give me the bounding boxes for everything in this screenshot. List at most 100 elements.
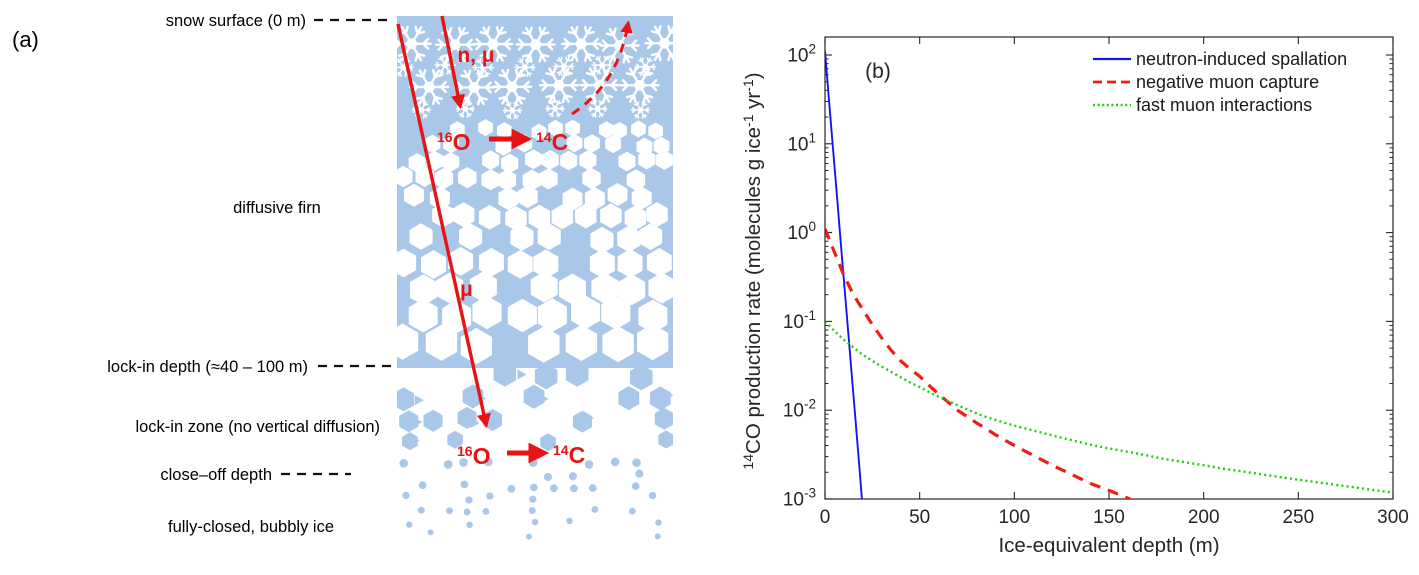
snowflake-branch bbox=[641, 71, 644, 77]
ice-fragment bbox=[410, 435, 420, 446]
snowflake-icon bbox=[502, 101, 523, 120]
snowflake-branch bbox=[527, 72, 533, 75]
hexagon-grain bbox=[618, 151, 636, 172]
air-bubble bbox=[566, 517, 573, 525]
snowflake-branch bbox=[632, 94, 637, 104]
air-bubble bbox=[610, 457, 620, 467]
snowflake-branch bbox=[461, 112, 465, 118]
snowflake-core bbox=[423, 81, 435, 93]
hexagon-grain bbox=[591, 272, 619, 304]
snowflake-core bbox=[659, 37, 670, 49]
snowflake-branch bbox=[540, 53, 550, 58]
snowflake-branch bbox=[397, 60, 401, 63]
snowflake-branch bbox=[594, 58, 600, 61]
hexagon-grain bbox=[442, 152, 460, 172]
snowflake-branch bbox=[647, 71, 653, 74]
air-bubble bbox=[486, 492, 494, 500]
snowflake-branch bbox=[437, 58, 443, 61]
hexagon-grain bbox=[655, 150, 673, 170]
snowflake-branch bbox=[415, 73, 425, 79]
snowflake-branch bbox=[397, 42, 402, 49]
snowflake-icon bbox=[472, 57, 494, 78]
hexagon-grain bbox=[497, 169, 517, 191]
hexagon-grain bbox=[458, 167, 477, 189]
air-bubble bbox=[588, 484, 597, 492]
air-bubble bbox=[402, 491, 410, 500]
lock-in-zone-label: lock-in zone (no vertical diffusion) bbox=[135, 418, 380, 436]
snowflake-branch bbox=[635, 66, 640, 71]
x-tick-label: 300 bbox=[1377, 507, 1409, 528]
snowflake-branch bbox=[435, 64, 440, 69]
hexagon-grain bbox=[626, 169, 646, 191]
hexagon-grain bbox=[617, 225, 641, 253]
snowflake-core bbox=[552, 105, 558, 112]
hexagon-grain bbox=[584, 134, 600, 153]
snowflake-branch bbox=[560, 70, 563, 76]
x-tick-label: 0 bbox=[820, 507, 831, 528]
hexagon-grain bbox=[602, 326, 634, 363]
hexagon-grain bbox=[447, 430, 463, 449]
snowflake-core bbox=[400, 64, 407, 71]
curve-negative-muon-capture bbox=[825, 228, 1134, 499]
snowflake-branch bbox=[585, 52, 595, 57]
snowflake-branch bbox=[612, 54, 617, 64]
hexagon-grain bbox=[624, 205, 647, 231]
snowflake-branch bbox=[556, 59, 562, 62]
snowflake-branch bbox=[433, 95, 443, 101]
air-bubble bbox=[632, 458, 641, 467]
snowflake-branch bbox=[439, 80, 447, 89]
hexagon-grain bbox=[559, 273, 586, 305]
snowflake-icon bbox=[644, 25, 673, 62]
snowflake-branch bbox=[589, 108, 593, 112]
snowflake-branch bbox=[601, 44, 609, 52]
snowflake-icon bbox=[434, 55, 456, 75]
snowflake-core bbox=[406, 38, 418, 50]
air-bubble bbox=[584, 460, 594, 469]
panel-a-tag: (a) bbox=[12, 27, 39, 52]
hexagon-grain bbox=[630, 364, 653, 391]
hexagon-grain bbox=[409, 274, 437, 306]
snowflake-branch bbox=[604, 94, 614, 99]
hexagon-grain bbox=[653, 136, 670, 156]
snowflake-branch bbox=[457, 26, 463, 36]
snowflake-branch bbox=[561, 67, 567, 77]
close-off-depth-label: close–off depth bbox=[160, 466, 272, 484]
ice-fragment bbox=[470, 417, 480, 428]
snowflake-branch bbox=[538, 26, 543, 36]
snowflake-branch bbox=[485, 72, 491, 75]
hexagon-grain bbox=[497, 122, 512, 140]
hexagon-grain bbox=[434, 167, 454, 190]
snowflake-branch bbox=[583, 25, 589, 35]
snowflake-branch bbox=[669, 52, 673, 56]
snowflake-branch bbox=[559, 105, 564, 110]
panel-a: (a) n, μ 16O 14C μ 16O 14C snow surface … bbox=[12, 12, 673, 548]
snowflake-core bbox=[553, 79, 565, 91]
snowflake-branch bbox=[397, 66, 398, 69]
snowflake-branch bbox=[667, 25, 672, 35]
snowflake-core bbox=[442, 62, 449, 69]
snowflake-branch bbox=[446, 55, 450, 61]
snowflake-core bbox=[594, 106, 601, 112]
snowflake-core bbox=[637, 107, 644, 113]
snowflake-branch bbox=[460, 74, 470, 79]
hexagon-grain bbox=[601, 295, 631, 330]
air-bubble bbox=[399, 459, 408, 468]
hexagon-grain bbox=[397, 165, 413, 188]
snowflake-branch bbox=[591, 102, 596, 105]
mu-label: μ bbox=[460, 278, 473, 301]
snowflake-branch bbox=[414, 25, 419, 35]
snowflake-branch bbox=[546, 107, 551, 112]
snowflake-branch bbox=[513, 101, 516, 107]
x-axis-label: Ice-equivalent depth (m) bbox=[998, 534, 1219, 557]
snowflake-branch bbox=[610, 78, 618, 87]
snowflake-branch bbox=[422, 101, 426, 106]
air-bubble bbox=[529, 495, 537, 503]
snowflake-branch bbox=[473, 66, 478, 71]
snowflake-branch bbox=[565, 56, 568, 62]
hexagon-grain bbox=[599, 121, 614, 139]
air-bubble bbox=[525, 533, 532, 540]
n-mu-label: n, μ bbox=[457, 44, 494, 67]
air-bubble bbox=[482, 508, 490, 515]
snowflake-branch bbox=[551, 94, 557, 104]
curve-fast-muon-interactions bbox=[825, 320, 1393, 494]
